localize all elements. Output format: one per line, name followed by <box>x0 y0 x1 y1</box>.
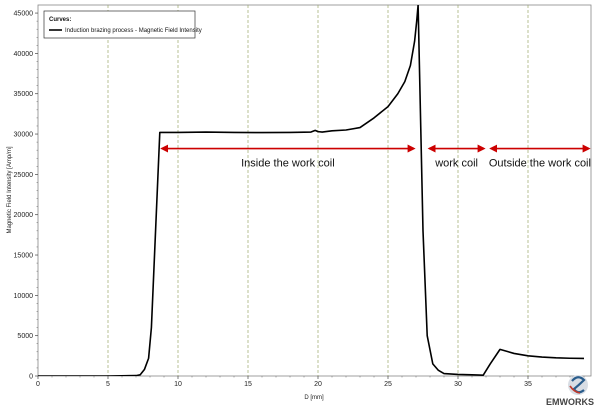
series-line <box>38 5 585 376</box>
x-axis: 0 5 10 15 20 25 30 35 <box>36 376 585 388</box>
y-tick-label: 30000 <box>14 132 34 139</box>
logo-text: EMWORKS <box>546 397 594 407</box>
legend-entry: Induction brazing process - Magnetic Fie… <box>65 28 202 34</box>
y-axis-title: Magnetic Field Intensity [Amp/m] <box>7 146 13 233</box>
annotation-label: work coil <box>434 158 478 170</box>
y-tick-label: 15000 <box>14 253 34 260</box>
x-tick-label: 15 <box>244 381 252 388</box>
x-tick-label: 10 <box>174 381 182 388</box>
x-tick-label: 5 <box>106 381 110 388</box>
emworks-logo: EMWORKS <box>546 375 594 407</box>
annotations: Inside the work coil work coil Outside the… <box>160 144 591 170</box>
legend: Curves: Induction brazing process - Magn… <box>43 10 202 39</box>
y-tick-label: 10000 <box>14 293 34 300</box>
logo-swoosh-red <box>569 385 581 394</box>
annotation-label: Inside the work coil <box>241 158 335 170</box>
y-tick-label: 40000 <box>14 51 34 58</box>
y-axis: 0 5000 10000 15000 20000 25000 30000 35000 40000… <box>14 11 38 381</box>
annotation-label: Outside the work coil <box>489 158 591 170</box>
series-layer <box>38 5 585 376</box>
grid-lines <box>107 5 529 376</box>
legend-title: Curves: <box>49 17 71 23</box>
y-tick-label: 35000 <box>14 91 34 98</box>
y-tick-label: 5000 <box>17 333 33 340</box>
x-tick-label: 30 <box>454 381 462 388</box>
x-tick-label: 25 <box>384 381 392 388</box>
legend-box <box>43 10 196 39</box>
y-tick-label: 25000 <box>14 172 34 179</box>
y-tick-label: 45000 <box>14 11 34 18</box>
y-tick-label: 20000 <box>14 212 34 219</box>
y-tick-label: 0 <box>29 374 33 381</box>
x-tick-label: 20 <box>314 381 322 388</box>
x-axis-title: D [mm] <box>304 395 324 401</box>
x-tick-label: 0 <box>36 381 40 388</box>
x-tick-label: 35 <box>524 381 532 388</box>
plot-area <box>37 4 592 377</box>
